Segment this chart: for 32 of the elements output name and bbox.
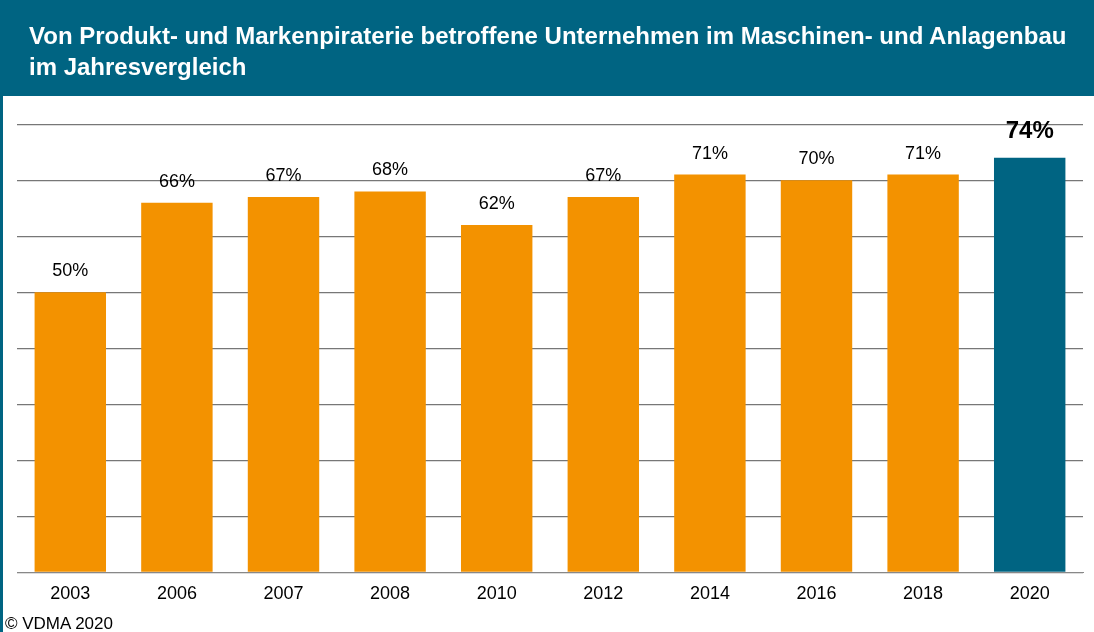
bar <box>354 191 426 572</box>
x-tick-label: 2010 <box>476 583 517 604</box>
data-label: 71% <box>691 142 728 163</box>
bar <box>141 202 213 572</box>
chart-title: Von Produkt- und Markenpiraterie betroffene Unternehmen im Maschinen- und Anlagenbau im Jahresvergleich <box>3 0 1094 96</box>
bar <box>567 197 640 572</box>
data-label: 50% <box>52 260 89 281</box>
data-label: 68% <box>372 159 409 180</box>
data-label: 62% <box>478 193 515 214</box>
bar <box>674 174 746 572</box>
data-label: 71% <box>905 142 942 163</box>
text: © VDMA 2020 <box>5 614 113 632</box>
x-tick-label: 2018 <box>903 583 944 604</box>
data-label: 67% <box>585 165 622 185</box>
x-tick-label: 2020 <box>1009 583 1050 604</box>
bar <box>887 174 959 572</box>
bar <box>460 225 533 572</box>
data-label: 67% <box>265 165 302 185</box>
bar <box>34 292 107 572</box>
data-label: 74% <box>1005 116 1054 144</box>
x-tick-label: 2007 <box>263 583 304 604</box>
x-tick-label: 2016 <box>796 583 837 604</box>
data-label: 70% <box>798 148 835 169</box>
x-tick-label: 2012 <box>583 583 624 604</box>
x-tick-label: 2003 <box>50 583 91 604</box>
bar <box>247 197 320 572</box>
bar <box>780 180 853 572</box>
x-tick-label: 2008 <box>370 583 411 604</box>
data-label: 66% <box>158 170 195 191</box>
x-tick-label: 2014 <box>689 583 730 604</box>
x-tick-label: 2006 <box>156 583 197 604</box>
bar <box>993 157 1066 572</box>
